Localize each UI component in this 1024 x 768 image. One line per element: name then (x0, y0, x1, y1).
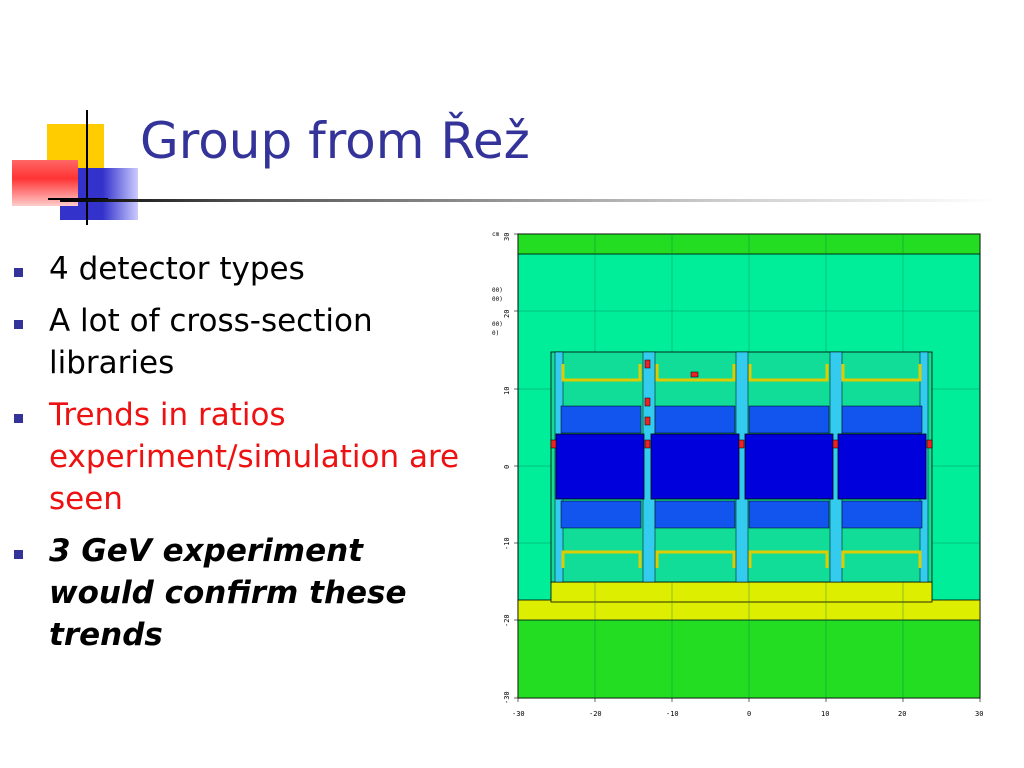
yellow-brackets (561, 364, 922, 568)
unit-label: cm (492, 231, 500, 238)
y-tick-label: -10 (503, 537, 511, 550)
bullet-item: 4 detector types (14, 248, 474, 290)
logo-vertical-line (86, 110, 88, 225)
target-blocks (554, 351, 929, 583)
bullet-text: 4 detector types (49, 251, 305, 287)
bullet-item: A lot of cross-section libraries (14, 300, 474, 384)
x-tick-label: -20 (589, 710, 602, 718)
title-underline (60, 199, 1000, 202)
x-tick-label: 10 (821, 710, 829, 718)
x-tick-label: 0 (747, 710, 751, 718)
bullet-item: Trends in ratios experiment/simulation a… (14, 394, 474, 520)
bullet-square-icon (14, 268, 23, 277)
y-tick-label: 20 (503, 310, 511, 318)
bullet-item: 3 GeV experiment would confirm these tre… (14, 530, 474, 656)
axis-labels: -30 -20 -10 0 10 20 30 30 20 10 0 -10 -2… (492, 231, 983, 718)
bullet-text: Trends in ratios experiment/simulation a… (49, 397, 460, 517)
partial-label: 00) (492, 287, 503, 294)
bullet-square-icon (14, 320, 23, 329)
x-tick-label: 20 (898, 710, 906, 718)
base-support (550, 581, 933, 603)
x-tick-label: -30 (512, 710, 525, 718)
bullet-square-icon (14, 550, 23, 559)
partial-label: 00) (492, 296, 503, 303)
partial-label: 00) (492, 321, 503, 328)
red-detectors (550, 359, 933, 449)
x-tick-label: -10 (666, 710, 679, 718)
tick-marks (514, 233, 981, 702)
y-tick-label: 0 (503, 465, 511, 469)
bullet-square-icon (14, 414, 23, 423)
geometry-figure: -30 -20 -10 0 10 20 30 30 20 10 0 -10 -2… (492, 231, 983, 718)
y-tick-label: -20 (503, 614, 511, 627)
partial-label: 0) (492, 330, 499, 337)
slide-title: Group from Řež (140, 112, 530, 170)
bullet-text: 3 GeV experiment would confirm these tre… (49, 533, 407, 653)
y-tick-label: -30 (503, 691, 511, 704)
x-tick-label: 30 (975, 710, 983, 718)
bullet-text: A lot of cross-section libraries (49, 303, 373, 381)
bullet-list: 4 detector types A lot of cross-section … (14, 248, 474, 666)
y-tick-label: 10 (503, 387, 511, 395)
y-tick-label: 30 (503, 233, 511, 241)
